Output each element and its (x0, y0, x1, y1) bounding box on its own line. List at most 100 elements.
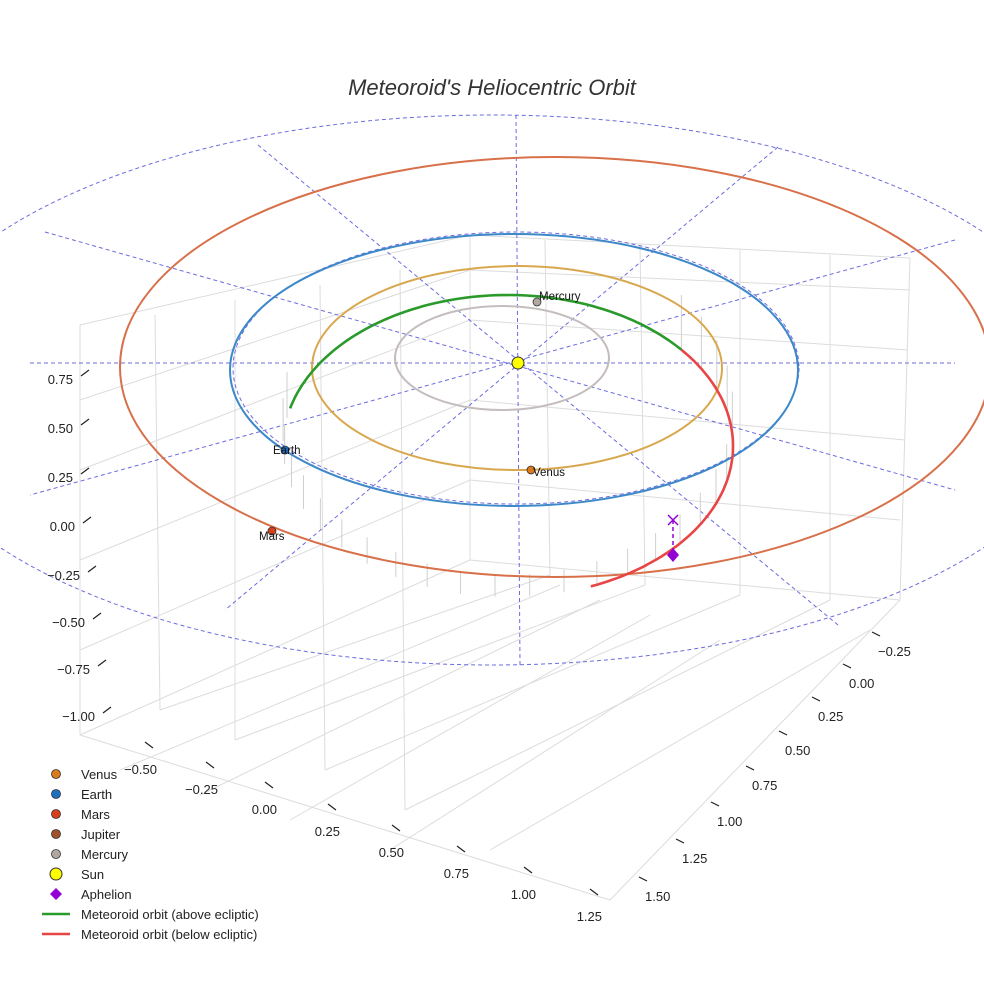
grid-line (119, 584, 561, 771)
legend-marker (51, 849, 61, 859)
z-tick-label: 0.50 (48, 421, 73, 436)
ecliptic-guide-ring (232, 231, 800, 505)
x-tick-mark (523, 866, 533, 874)
grid-line (79, 269, 471, 401)
x-tick-label: −0.25 (185, 782, 218, 797)
legend-item: Venus (51, 767, 118, 782)
grid-line (399, 269, 406, 811)
y-tick-label: 1.00 (717, 814, 742, 829)
legend-marker (51, 789, 61, 799)
grid-line (159, 574, 551, 711)
planet-orbits (119, 156, 984, 578)
legend-label: Meteoroid orbit (below ecliptic) (81, 927, 257, 942)
z-tick-label: −1.00 (62, 709, 95, 724)
aphelion-x-stroke (667, 514, 679, 526)
grid-line (79, 734, 611, 901)
grid-line (154, 314, 161, 711)
y-tick-mark (745, 765, 755, 771)
x-tick-mark (264, 781, 274, 789)
orbit-mars (119, 156, 984, 578)
grid-line (469, 234, 911, 259)
grid-line (79, 319, 471, 471)
legend-label: Aphelion (81, 887, 132, 902)
axis-ticks: 0.75 0.50 0.25 0.00 −0.25 −0.50 −0.75 −1.00 −0.5… (47, 369, 911, 924)
orbit-venus (311, 265, 723, 471)
legend-item: Sun (49, 867, 104, 882)
grid-line (609, 599, 901, 901)
orbit-earth (229, 233, 799, 507)
y-tick-mark (842, 663, 852, 669)
x-tick-label: 0.25 (315, 824, 340, 839)
planet-label-mercury: Mercury (539, 291, 581, 303)
legend-marker (49, 867, 63, 881)
legend-item: Mercury (51, 847, 128, 862)
z-tick-label: −0.50 (52, 615, 85, 630)
planet-venus (526, 465, 536, 475)
ecliptic-guide-spoke (257, 144, 839, 626)
z-tick-label: −0.25 (47, 568, 80, 583)
legend-label: Jupiter (81, 827, 121, 842)
grid-line (289, 614, 651, 821)
legend-marker (51, 769, 61, 779)
planet-label-mars: Mars (259, 531, 285, 543)
x-tick-label: 0.00 (252, 802, 277, 817)
y-tick-label: 0.00 (849, 676, 874, 691)
z-tick-mark (92, 612, 102, 620)
y-tick-label: −0.25 (878, 644, 911, 659)
bodies: Venus Earth Mars Mercury (259, 291, 679, 562)
z-tick-label: 0.75 (48, 372, 73, 387)
legend-marker (51, 809, 61, 819)
ecliptic-guide-spoke (224, 146, 779, 611)
meteoroid-orbit-above (288, 293, 683, 409)
y-tick-mark (710, 801, 720, 807)
planet-mars (267, 526, 277, 536)
legend-label: Earth (81, 787, 112, 802)
grid (79, 234, 911, 901)
legend-item: Meteoroid orbit (below ecliptic) (42, 927, 257, 942)
grid-line (469, 319, 909, 351)
sun-marker (511, 356, 525, 370)
z-tick-label: 0.25 (48, 470, 73, 485)
z-tick-mark (80, 418, 90, 426)
y-tick-label: 1.50 (645, 889, 670, 904)
legend-label: Meteoroid orbit (above ecliptic) (81, 907, 259, 922)
z-tick-label: 0.00 (50, 519, 75, 534)
ecliptic-guide-spoke (44, 231, 956, 491)
legend-label: Sun (81, 867, 104, 882)
grid-line (899, 257, 911, 601)
grid-line (389, 639, 721, 851)
grid-line (319, 284, 326, 771)
grid-line (469, 399, 906, 441)
legend-item: Aphelion (50, 887, 132, 902)
y-tick-mark (811, 696, 821, 702)
x-tick-label: 0.50 (379, 845, 404, 860)
grid-line (79, 479, 471, 651)
grid-line (79, 559, 471, 736)
y-tick-label: 0.50 (785, 743, 810, 758)
y-tick-mark (675, 838, 685, 844)
grid-line (639, 244, 646, 586)
grid-line (79, 399, 471, 561)
x-tick-label: 0.75 (444, 866, 469, 881)
x-tick-mark (327, 803, 337, 811)
ecliptic-guide-ring (0, 114, 984, 666)
y-tick-mark (778, 730, 788, 736)
meteoroid-orbit-below (590, 348, 735, 588)
legend-item: Mars (51, 807, 110, 822)
grid-line (489, 629, 871, 851)
orbit-mercury (394, 305, 610, 411)
planet-mercury (532, 297, 542, 307)
legend-label: Mars (81, 807, 110, 822)
drop-lines (282, 295, 733, 597)
planet-earth (280, 445, 290, 455)
aphelion-projection-marker (667, 514, 679, 526)
grid-line (469, 479, 901, 521)
grid-line (469, 559, 901, 601)
x-tick-label: −0.50 (124, 762, 157, 777)
legend-marker (51, 829, 61, 839)
aphelion-marker (667, 548, 679, 562)
z-tick-mark (80, 467, 90, 475)
y-tick-label: 1.25 (682, 851, 707, 866)
z-tick-mark (102, 706, 112, 714)
